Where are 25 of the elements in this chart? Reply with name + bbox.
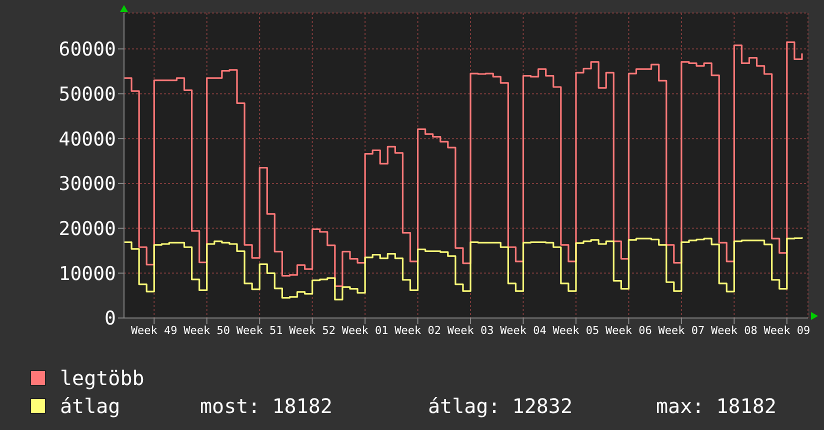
y-tick-label: 50000 — [58, 83, 116, 106]
x-tick-label: Week 06 — [606, 324, 652, 337]
text: most: 18182 — [200, 394, 334, 418]
x-tick-label: Week 08 — [710, 324, 758, 337]
text: átlag: 12832 — [428, 394, 574, 418]
x-tick-label: Week 51 — [236, 324, 283, 337]
y-tick-label: 40000 — [58, 128, 116, 150]
x-tick-label: Week 52 — [289, 324, 336, 337]
x-tick-label: Week 09 — [764, 324, 810, 337]
x-tick-label: Week 04 — [500, 324, 547, 337]
text: max: 18182 — [656, 394, 778, 418]
legend-label: átlag — [60, 394, 122, 418]
y-tick-label: 0 — [104, 308, 116, 330]
legend-label: legtöbb — [60, 366, 146, 390]
x-tick-label: Week 03 — [447, 324, 494, 337]
x-tick-label: Week 01 — [342, 324, 388, 337]
y-tick-label: 30000 — [58, 173, 116, 196]
x-tick-label: Week 02 — [394, 324, 441, 337]
x-tick-label: Week 07 — [658, 324, 705, 337]
x-tick-label: Week 50 — [184, 324, 230, 337]
x-tick-label: Week 05 — [552, 324, 600, 337]
y-tick-label: 60000 — [58, 38, 116, 61]
y-tick-label: 10000 — [58, 262, 116, 285]
y-tick-label: 20000 — [58, 218, 116, 240]
x-tick-label: Week 49 — [130, 324, 178, 337]
